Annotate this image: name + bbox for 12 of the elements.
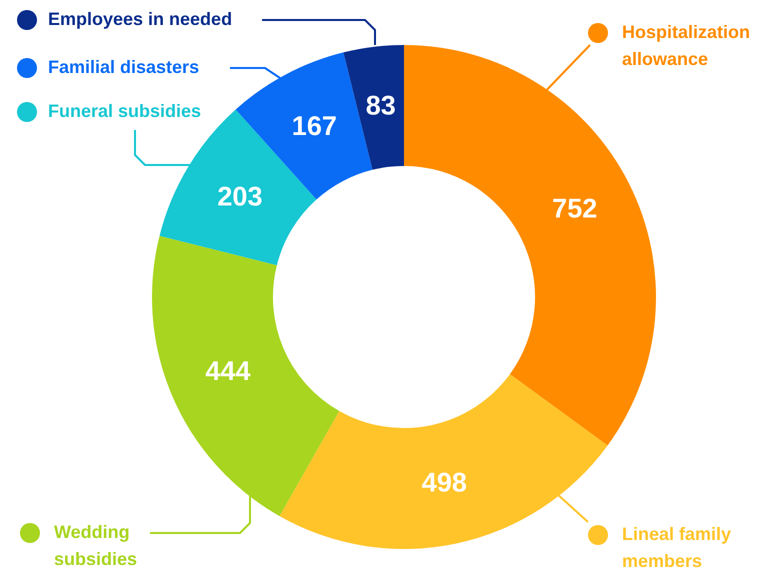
data-label: 444 — [205, 356, 250, 386]
data-label: 498 — [422, 468, 467, 498]
legend-label: Familial disasters — [48, 56, 200, 77]
data-label: 203 — [217, 182, 262, 212]
legend-label: Funeral subsidies — [48, 100, 202, 121]
legend-label: Hospitalization allowance — [622, 22, 750, 69]
data-label: 83 — [366, 90, 396, 120]
legend-label: Lineal family members — [622, 524, 732, 571]
legend-label: Wedding subsidies — [54, 522, 138, 569]
data-label: 167 — [292, 111, 337, 142]
legend-label: Employees in needed — [48, 8, 232, 29]
data-label: 752 — [552, 194, 598, 224]
